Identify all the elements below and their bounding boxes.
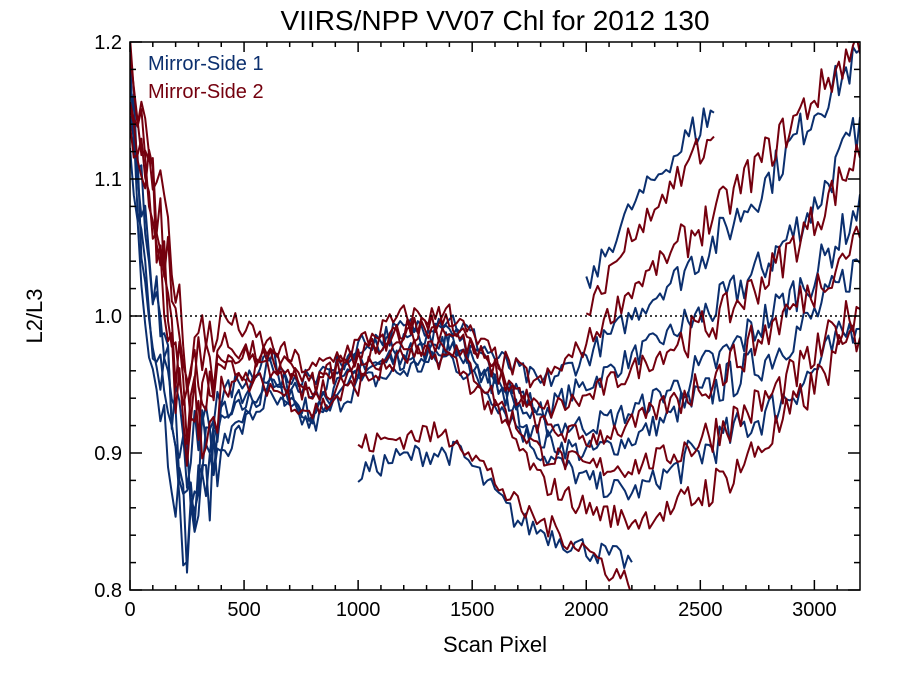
series-line-13 <box>357 421 632 590</box>
ticks-layer: 0 500 1000 1500 2000 2500 3000 0.8 0.9 1.0 1.1 1.2 <box>94 32 860 621</box>
series-line-10 <box>130 42 860 392</box>
legend: Mirror-Side 1 Mirror-Side 2 <box>148 53 264 103</box>
x-tick-label: 500 <box>227 599 260 621</box>
y-tick-label: 0.9 <box>94 443 122 465</box>
chart-title: VIIRS/NPP VV07 Chl for 2012 130 <box>280 5 709 36</box>
x-tick-label: 3000 <box>792 599 837 621</box>
series-line-1 <box>130 93 860 528</box>
y-tick-label: 0.8 <box>94 580 122 602</box>
series-line-7 <box>585 107 715 289</box>
series-line-14 <box>585 135 715 317</box>
series-line-5 <box>130 74 860 567</box>
y-axis-label: L2/L3 <box>22 288 47 343</box>
x-tick-label: 1000 <box>336 599 381 621</box>
y-tick-label: 1.1 <box>94 169 122 191</box>
y-tick-label: 1.2 <box>94 32 122 54</box>
x-tick-label: 0 <box>124 599 135 621</box>
series-line-8 <box>130 54 860 422</box>
x-tick-label: 2500 <box>678 599 723 621</box>
y-tick-label: 1.0 <box>94 306 122 328</box>
x-axis-label: Scan Pixel <box>443 632 547 657</box>
legend-label-mirror-side-2: Mirror-Side 2 <box>148 81 264 103</box>
series-layer <box>130 42 860 590</box>
series-line-11 <box>130 124 860 530</box>
legend-label-mirror-side-1: Mirror-Side 1 <box>148 53 264 75</box>
series-line-6 <box>357 440 633 569</box>
x-tick-label: 1500 <box>450 599 495 621</box>
x-tick-label: 2000 <box>564 599 609 621</box>
series-line-12 <box>130 101 860 448</box>
